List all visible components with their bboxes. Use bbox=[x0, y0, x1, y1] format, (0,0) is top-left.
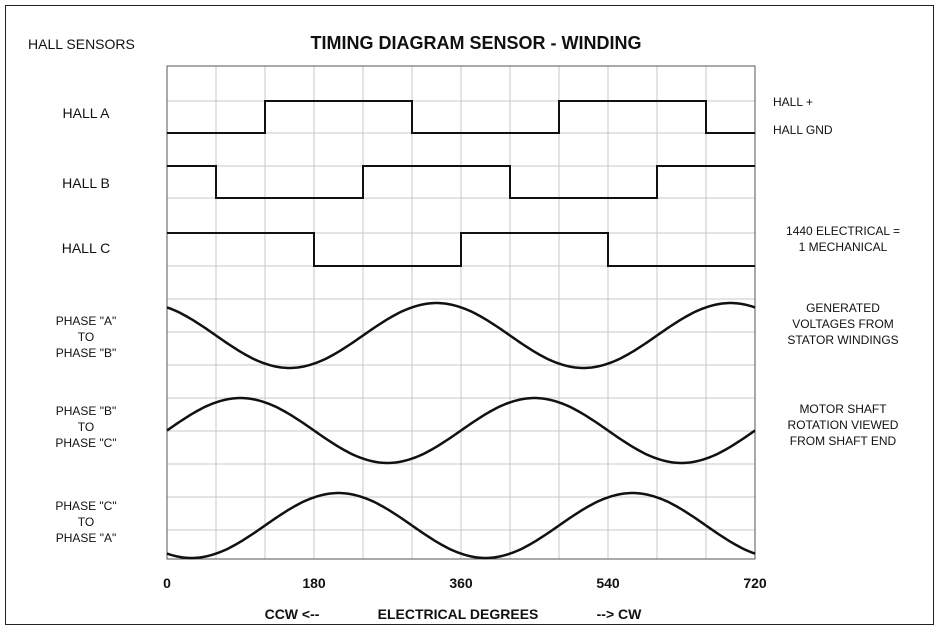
phase-bc-waveform bbox=[166, 396, 756, 465]
electrical-note-2: 1 MECHANICAL bbox=[799, 240, 888, 254]
row-label-phase-bc-2: TO bbox=[78, 420, 94, 434]
x-tick-720: 720 bbox=[743, 575, 767, 591]
hall-gnd-note: HALL GND bbox=[773, 123, 833, 137]
x-axis-label: ELECTRICAL DEGREES bbox=[378, 606, 539, 622]
row-label-phase-bc-3: PHASE "C" bbox=[55, 436, 116, 450]
x-tick-360: 360 bbox=[449, 575, 473, 591]
row-label-hall-a: HALL A bbox=[63, 105, 111, 121]
waveforms bbox=[166, 100, 756, 560]
x-tick-540: 540 bbox=[596, 575, 620, 591]
x-tick-180: 180 bbox=[302, 575, 326, 591]
hall-plus-note: HALL + bbox=[773, 95, 813, 109]
timing-diagram: HALL SENSORS TIMING DIAGRAM SENSOR - WIN… bbox=[28, 33, 900, 622]
hall-c-waveform bbox=[167, 232, 755, 267]
phase-ca-waveform bbox=[166, 491, 756, 560]
electrical-note-1: 1440 ELECTRICAL = bbox=[786, 224, 900, 238]
row-label-phase-ab-3: PHASE "B" bbox=[56, 346, 117, 360]
row-label-hall-b: HALL B bbox=[62, 175, 110, 191]
row-label-phase-bc-1: PHASE "B" bbox=[56, 404, 117, 418]
grid bbox=[166, 65, 756, 560]
generated-note-3: STATOR WINDINGS bbox=[787, 333, 898, 347]
x-tick-0: 0 bbox=[163, 575, 171, 591]
generated-note-1: GENERATED bbox=[806, 301, 880, 315]
row-label-phase-ca-1: PHASE "C" bbox=[55, 499, 116, 513]
generated-note-2: VOLTAGES FROM bbox=[792, 317, 894, 331]
ccw-label: CCW <-- bbox=[265, 606, 320, 622]
diagram-title: TIMING DIAGRAM SENSOR - WINDING bbox=[311, 33, 642, 53]
cw-label: --> CW bbox=[597, 606, 643, 622]
row-label-phase-ab-1: PHASE "A" bbox=[56, 314, 117, 328]
plot-border bbox=[166, 65, 756, 560]
phase-ab-waveform bbox=[166, 301, 756, 370]
row-label-phase-ca-2: TO bbox=[78, 515, 94, 529]
rotation-note-2: ROTATION VIEWED bbox=[788, 418, 899, 432]
hall-a-waveform bbox=[167, 100, 755, 134]
diagram-frame: HALL SENSORS TIMING DIAGRAM SENSOR - WIN… bbox=[5, 5, 934, 625]
rotation-note-3: FROM SHAFT END bbox=[790, 434, 897, 448]
row-label-phase-ca-3: PHASE "A" bbox=[56, 531, 117, 545]
hall-sensors-label: HALL SENSORS bbox=[28, 36, 135, 52]
rotation-note-1: MOTOR SHAFT bbox=[799, 402, 887, 416]
hall-b-waveform bbox=[167, 165, 755, 199]
row-label-phase-ab-2: TO bbox=[78, 330, 94, 344]
row-label-hall-c: HALL C bbox=[62, 240, 111, 256]
